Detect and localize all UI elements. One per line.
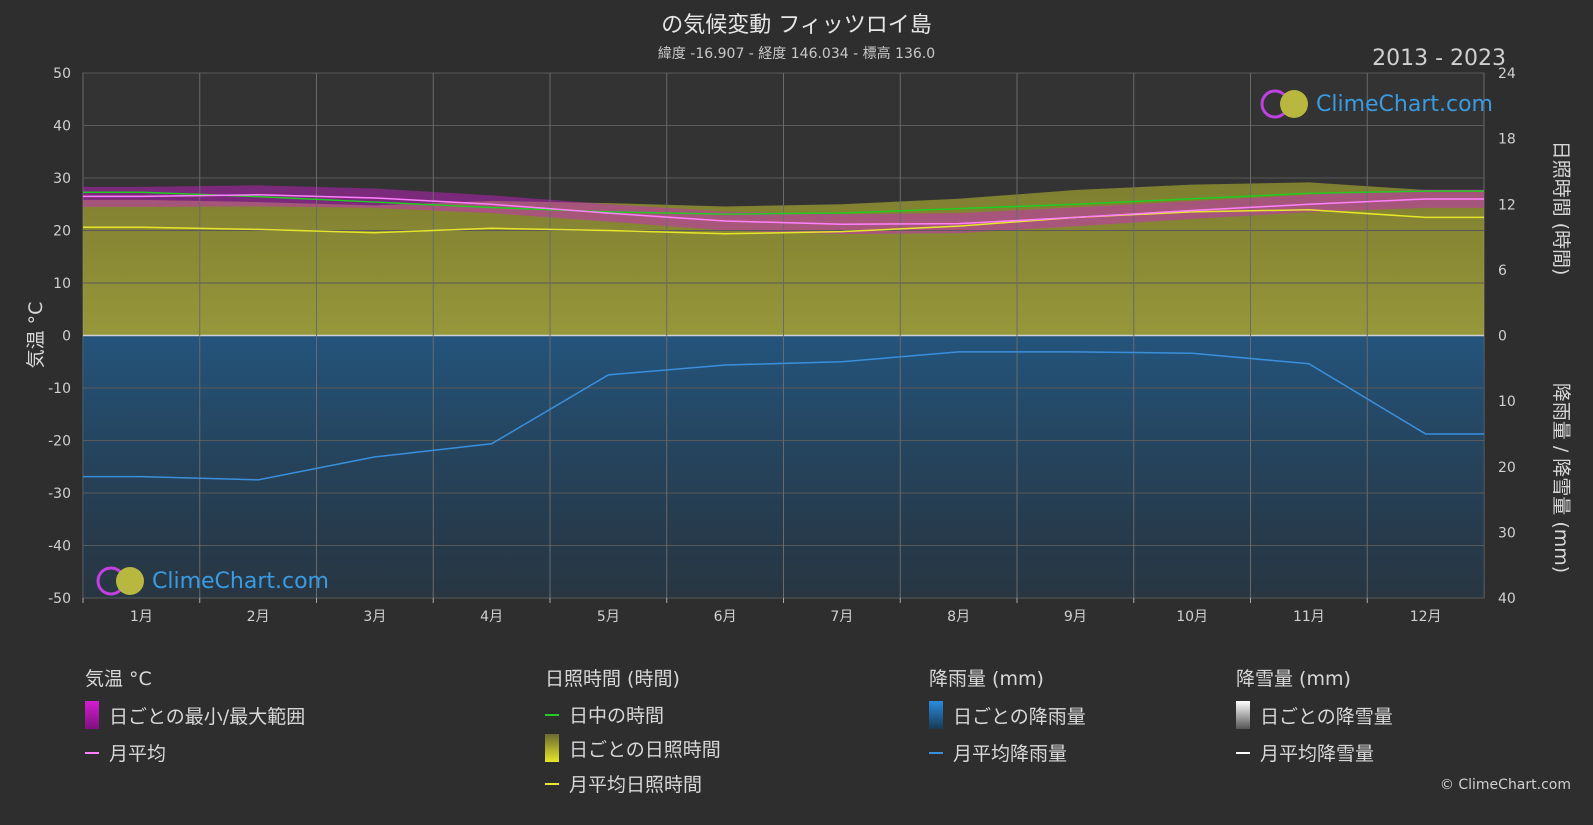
logo-text: ClimeChart.com <box>1316 91 1493 117</box>
right-top-tick-label: 24 <box>1498 66 1516 82</box>
sunshine-avg-swatch <box>545 782 559 785</box>
legend-rain-daily-label: 日ごとの降雨量 <box>953 705 1086 728</box>
month-tick-label: 4月 <box>480 609 503 625</box>
month-tick-label: 7月 <box>830 609 853 625</box>
right-bottom-tick-label: 10 <box>1498 394 1516 410</box>
month-tick-label: 2月 <box>247 609 270 625</box>
legend-snow-daily-label: 日ごとの降雪量 <box>1260 705 1393 728</box>
legend-sunshine-avg: 月平均日照時間 <box>545 770 721 797</box>
period-label: 2013 - 2023 <box>1372 46 1506 71</box>
legend-sunshine-daily-label: 日ごとの日照時間 <box>569 738 721 761</box>
right-top-axis-label: 日照時間 (時間) <box>1550 141 1572 276</box>
temp-avg-swatch <box>85 751 99 754</box>
right-top-tick-label: 6 <box>1498 263 1507 279</box>
temp-range-swatch <box>85 701 99 729</box>
left-tick-label: 50 <box>53 66 71 82</box>
left-tick-label: -50 <box>48 591 71 607</box>
month-tick-label: 6月 <box>714 609 737 625</box>
snow-avg-swatch <box>1236 751 1250 754</box>
left-axis-label: 気温 °C <box>25 302 47 369</box>
month-tick-label: 12月 <box>1410 609 1442 625</box>
rain-swatch <box>929 701 943 729</box>
legend-sunshine-avg-label: 月平均日照時間 <box>569 774 703 796</box>
right-bottom-tick-label: 30 <box>1498 525 1516 541</box>
legend-snow-daily: 日ごとの降雪量 <box>1236 701 1393 729</box>
copyright: © ClimeChart.com <box>1439 777 1571 793</box>
right-bottom-tick-label: 20 <box>1498 460 1516 476</box>
month-tick-label: 9月 <box>1064 609 1087 625</box>
logo-text: ClimeChart.com <box>152 568 329 594</box>
left-tick-label: 10 <box>53 276 71 292</box>
legend-rain-header: 降雨量 (mm) <box>929 668 1044 690</box>
climechart-logo-icon <box>96 566 144 596</box>
left-tick-label: -20 <box>48 434 71 450</box>
temp-avg-line <box>83 194 1484 225</box>
legend-rain-avg: 月平均降雨量 <box>929 739 1086 766</box>
legend-sunshine-daily: 日ごとの日照時間 <box>545 734 721 762</box>
right-top-tick-label: 12 <box>1498 197 1516 213</box>
left-tick-label: 20 <box>53 224 71 240</box>
legend-temp-header: 気温 °C <box>85 668 152 690</box>
daylight-line <box>83 190 1484 215</box>
right-bottom-axis-label: 降雨量 / 降雪量 (mm) <box>1550 383 1572 573</box>
month-tick-label: 11月 <box>1293 609 1325 625</box>
legend-sun-header: 日照時間 (時間) <box>545 668 680 690</box>
legend-rain: 降雨量 (mm) 日ごとの降雨量 月平均降雨量 <box>929 664 1086 766</box>
legend-snow: 降雪量 (mm) 日ごとの降雪量 月平均降雪量 <box>1236 664 1393 766</box>
rain-avg-swatch <box>929 751 943 754</box>
month-tick-label: 5月 <box>597 609 620 625</box>
legend-temp-avg-label: 月平均 <box>109 743 167 765</box>
legend-snow-header: 降雪量 (mm) <box>1236 668 1351 690</box>
month-tick-label: 8月 <box>947 609 970 625</box>
left-tick-label: 40 <box>53 119 71 135</box>
left-tick-label: 0 <box>62 329 71 345</box>
left-tick-label: -40 <box>48 539 71 555</box>
right-top-tick-label: 18 <box>1498 132 1516 148</box>
daylight-swatch <box>545 713 559 716</box>
sunshine-swatch <box>545 734 559 762</box>
legend-rain-avg-label: 月平均降雨量 <box>953 743 1068 765</box>
chart-subtitle: 緯度 -16.907 - 経度 146.034 - 標高 136.0 <box>657 46 936 62</box>
left-tick-label: 30 <box>53 171 71 187</box>
rain-avg-line <box>83 351 1484 481</box>
legend-daylight: 日中の時間 <box>545 701 721 728</box>
left-tick-label: -30 <box>48 486 71 502</box>
right-bottom-tick-label: 40 <box>1498 591 1516 607</box>
logo-bottom[interactable]: ClimeChart.com <box>96 565 329 597</box>
legend-temp-range-label: 日ごとの最小/最大範囲 <box>109 705 306 728</box>
legend-rain-daily: 日ごとの降雨量 <box>929 701 1086 729</box>
left-tick-label: -10 <box>48 381 71 397</box>
legend-sun: 日照時間 (時間) 日中の時間 日ごとの日照時間 月平均日照時間 <box>545 664 721 797</box>
legend-temp: 気温 °C 日ごとの最小/最大範囲 月平均 <box>85 664 305 766</box>
month-tick-label: 10月 <box>1176 609 1208 625</box>
right-top-tick-label: 0 <box>1498 329 1507 345</box>
climechart-logo-icon <box>1260 89 1308 119</box>
logo-top[interactable]: ClimeChart.com <box>1260 88 1493 120</box>
legend-snow-avg-label: 月平均降雪量 <box>1260 743 1375 765</box>
legend-daylight-label: 日中の時間 <box>569 705 665 727</box>
chart-title: の気候変動 フィッツロイ島 <box>661 13 932 38</box>
snow-swatch <box>1236 701 1250 729</box>
month-tick-label: 1月 <box>130 609 153 625</box>
legend-temp-range: 日ごとの最小/最大範囲 <box>85 701 305 729</box>
month-tick-label: 3月 <box>363 609 386 625</box>
legend-snow-avg: 月平均降雪量 <box>1236 739 1393 766</box>
legend-temp-avg: 月平均 <box>85 739 305 766</box>
sunshine-avg-line <box>83 208 1484 235</box>
